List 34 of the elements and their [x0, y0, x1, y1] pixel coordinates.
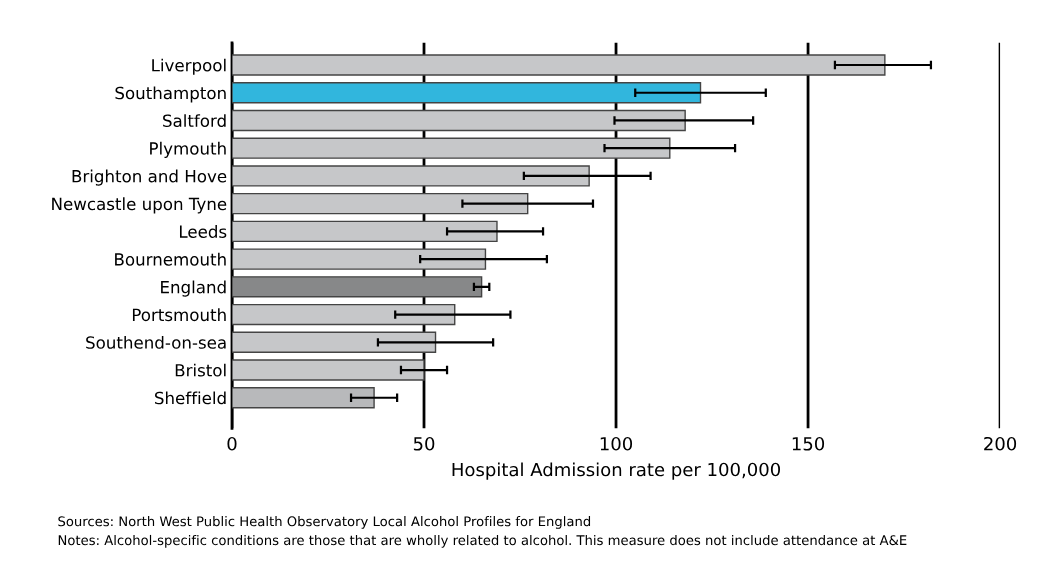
bar — [231, 331, 437, 353]
bar — [231, 109, 686, 132]
bar — [231, 303, 456, 326]
bar — [231, 82, 702, 104]
bar — [231, 137, 671, 159]
x-tick-label: 100 — [600, 436, 633, 451]
x-tick-label: 50 — [413, 436, 435, 451]
y-tick-label: Bournemouth — [115, 252, 226, 266]
text: Notes: Alcohol-specific conditions are those that are wholly related to alcohol. This measure does not include attendance at A&E — [58, 534, 907, 548]
x-tick-label: 200 — [984, 436, 1017, 451]
bar — [231, 192, 529, 215]
bar — [231, 220, 498, 243]
y-tick-label: Newcastle upon Tyne — [52, 197, 227, 214]
bar — [231, 359, 425, 381]
bar — [231, 165, 590, 187]
x-tick-label: 150 — [792, 436, 825, 451]
y-tick-label: Sheffield — [155, 391, 226, 405]
bar — [231, 387, 375, 409]
bar — [231, 54, 886, 76]
y-tick-label: Liverpool — [152, 58, 226, 75]
y-tick-label: Saltford — [163, 114, 226, 128]
y-tick-label: Plymouth — [150, 141, 226, 158]
y-tick-label: Southend-on-sea — [86, 335, 226, 349]
y-tick-label: Bristol — [175, 363, 226, 377]
bar — [231, 248, 487, 270]
x-axis-title: Hospital Admission rate per 100,000 — [452, 462, 781, 480]
y-tick-label: Southampton — [115, 86, 226, 103]
y-tick-label: Portsmouth — [132, 308, 226, 322]
y-tick-label: Brighton and Hove — [72, 169, 227, 186]
x-tick-label: 0 — [227, 436, 237, 451]
y-tick-label: England — [161, 280, 226, 297]
y-tick-label: Leeds — [180, 225, 227, 238]
source-note: Sources: North West Public Health Observatory Local Alcohol Profiles for England — [58, 516, 591, 529]
bar — [231, 276, 483, 298]
